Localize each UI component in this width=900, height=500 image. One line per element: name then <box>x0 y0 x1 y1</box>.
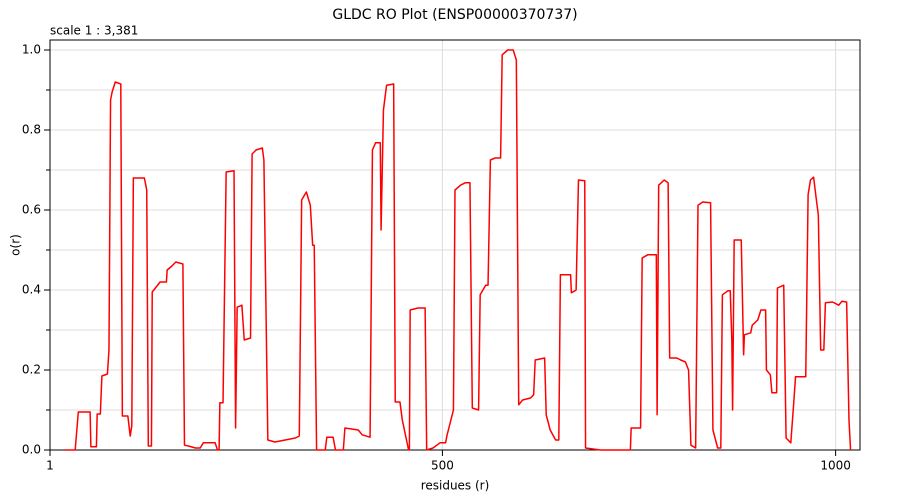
y-tick-label: 0.8 <box>22 123 41 137</box>
x-axis-label: residues (r) <box>421 479 490 493</box>
y-tick-label: 0.2 <box>22 363 41 377</box>
y-tick-label: 0.4 <box>22 283 41 297</box>
scale-annotation: scale 1 : 3,381 <box>50 24 138 38</box>
y-tick-label: 0.0 <box>22 443 41 457</box>
plot-frame <box>49 39 861 451</box>
chart-title: GLDC RO Plot (ENSP00000370737) <box>332 7 577 23</box>
x-tick-label: 1000 <box>820 459 851 473</box>
x-tick-label: 1 <box>46 459 54 473</box>
x-tick-label: 500 <box>431 459 454 473</box>
y-tick-label: 0.6 <box>22 203 41 217</box>
y-tick-label: 1.0 <box>22 43 41 57</box>
y-axis-label: o(r) <box>9 234 23 256</box>
data-line <box>64 49 852 451</box>
